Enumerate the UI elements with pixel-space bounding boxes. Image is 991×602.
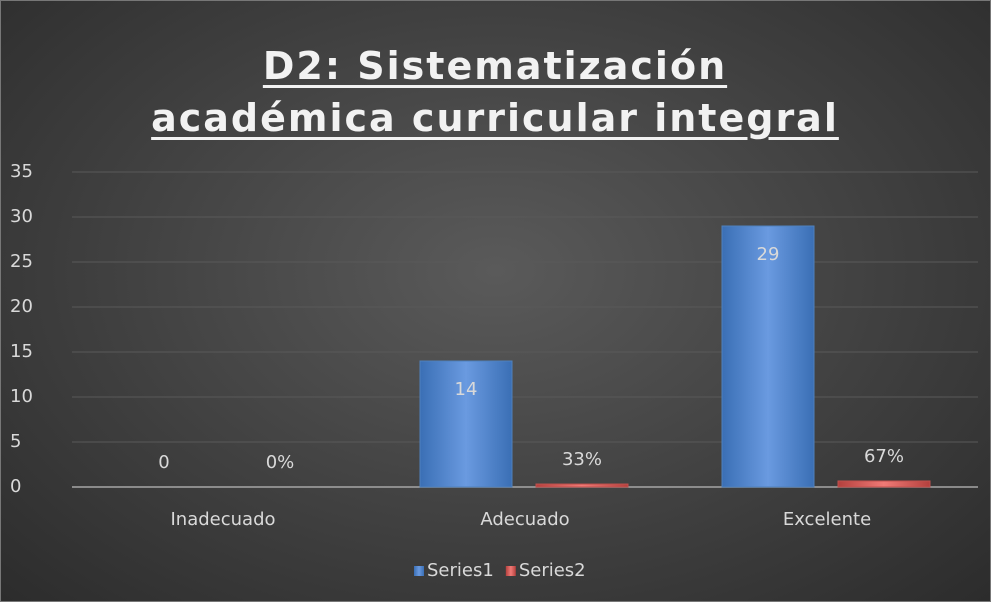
legend-label: Series1 (427, 560, 494, 581)
bar (721, 225, 815, 488)
y-tick-label: 10 (10, 386, 33, 407)
x-tick-label: Excelente (783, 509, 871, 530)
legend-swatch (505, 566, 516, 576)
data-label: 14 (455, 379, 478, 400)
y-tick-label: 20 (10, 296, 33, 317)
data-label: 33% (562, 449, 602, 470)
data-label: 67% (864, 446, 904, 467)
y-tick-label: 5 (10, 431, 21, 452)
legend-swatch (414, 566, 424, 576)
bar (837, 480, 931, 488)
y-tick-label: 15 (10, 341, 33, 362)
data-label: 29 (757, 244, 780, 265)
legend-label: Series2 (519, 560, 586, 581)
y-tick-label: 0 (10, 476, 21, 497)
y-tick-label: 35 (10, 161, 33, 182)
x-tick-label: Inadecuado (170, 509, 275, 530)
bar (535, 483, 629, 488)
chart-title: D2: Sistematización académica curricular… (151, 44, 839, 140)
data-label: 0 (158, 452, 169, 473)
y-tick-label: 25 (10, 251, 33, 272)
data-label: 0% (266, 452, 295, 473)
x-tick-label: Adecuado (480, 509, 569, 530)
bar (419, 360, 513, 488)
y-tick-label: 30 (10, 206, 33, 227)
